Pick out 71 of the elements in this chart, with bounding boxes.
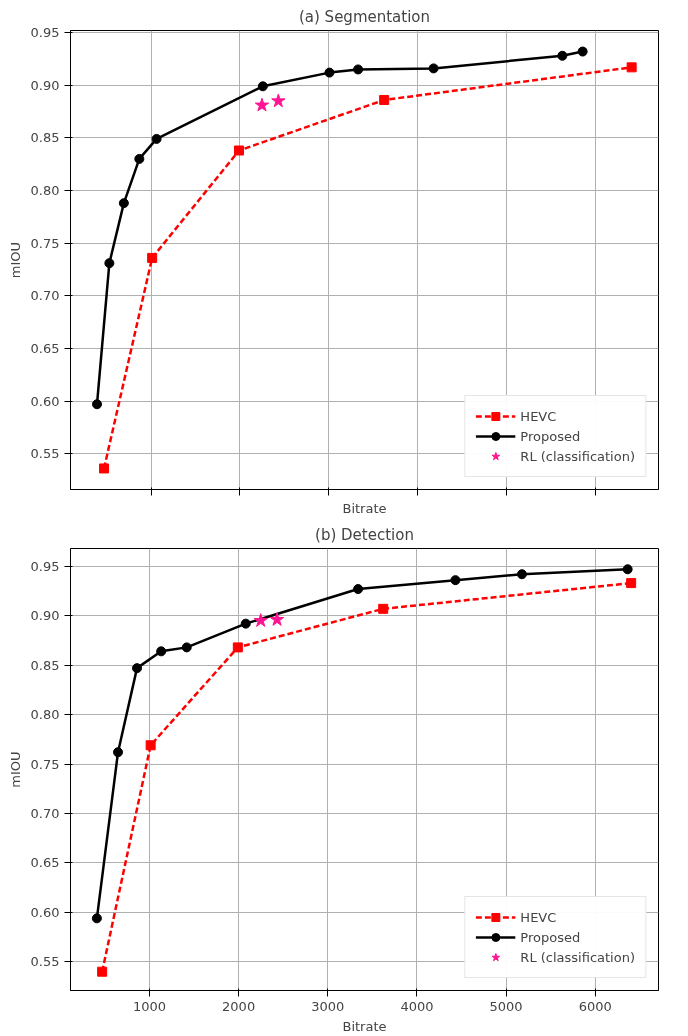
y-tick-label: 0.75: [30, 756, 60, 772]
point: [353, 64, 364, 75]
point: [156, 646, 167, 657]
x-tick-label: 2000: [222, 998, 256, 1014]
point: [97, 966, 108, 977]
y-tick-label: 0.60: [30, 904, 60, 920]
point: [134, 153, 145, 164]
y-tick-label: 0.90: [30, 77, 60, 93]
x-tick-label: 4000: [400, 998, 434, 1014]
x-tick-label: 5000: [489, 998, 523, 1014]
point: [132, 663, 142, 674]
y-axis-title: mIOU: [7, 241, 23, 279]
point: [269, 612, 285, 626]
legend-label: RL (classification): [520, 448, 635, 464]
point: [378, 603, 389, 614]
point: [379, 94, 390, 105]
point: [99, 463, 110, 474]
x-axis-title: Bitrate: [342, 1018, 387, 1034]
y-tick-label: 0.95: [30, 558, 60, 574]
y-tick-label: 0.70: [30, 806, 60, 821]
point: [577, 46, 588, 57]
point: [232, 642, 243, 653]
point: [254, 97, 270, 112]
point: [450, 575, 461, 586]
legend-label: Proposed: [520, 428, 581, 444]
y-tick-label: 0.65: [30, 340, 60, 356]
point: [557, 50, 568, 61]
point: [240, 618, 251, 629]
y-tick-label: 0.80: [30, 707, 60, 723]
point: [353, 584, 364, 595]
point: [104, 258, 115, 269]
point: [626, 62, 637, 73]
point: [91, 913, 102, 924]
legend-label: Proposed: [520, 929, 581, 945]
x-tick-label: 6000: [578, 998, 612, 1014]
point: [626, 578, 637, 589]
point: [257, 81, 268, 92]
point: [118, 198, 129, 209]
legend-label: RL (classification): [520, 949, 635, 965]
point: [253, 613, 268, 627]
point: [271, 93, 286, 108]
y-tick-label: 0.60: [30, 393, 60, 409]
point: [92, 399, 102, 410]
point: [324, 67, 335, 78]
y-tick-label: 0.95: [30, 25, 60, 41]
legend-label: HEVC: [520, 408, 557, 424]
point: [181, 642, 192, 653]
chart-title: (a) Segmentation: [298, 7, 431, 26]
x-tick-label: 1000: [132, 998, 167, 1014]
y-tick-label: 0.75: [30, 235, 60, 251]
point: [622, 564, 633, 575]
point: [428, 63, 439, 74]
legend-label: HEVC: [520, 909, 557, 925]
y-tick-label: 0.55: [30, 954, 60, 970]
y-tick-label: 0.70: [30, 288, 60, 304]
point: [234, 145, 245, 156]
y-tick-label: 0.90: [30, 608, 60, 624]
point: [147, 252, 158, 263]
y-tick-label: 0.85: [30, 657, 60, 673]
y-tick-label: 0.85: [30, 130, 60, 146]
y-axis-title: mIOU: [7, 751, 23, 788]
chart-title: (b) Detection: [315, 525, 414, 544]
y-tick-label: 0.65: [30, 855, 60, 871]
point: [516, 569, 527, 580]
x-tick-label: 3000: [311, 998, 345, 1014]
point: [145, 740, 156, 751]
y-tick-label: 0.55: [30, 446, 60, 462]
x-axis-title: Bitrate: [342, 500, 387, 516]
point: [151, 133, 162, 144]
y-tick-label: 0.80: [30, 183, 60, 199]
point: [113, 747, 124, 758]
